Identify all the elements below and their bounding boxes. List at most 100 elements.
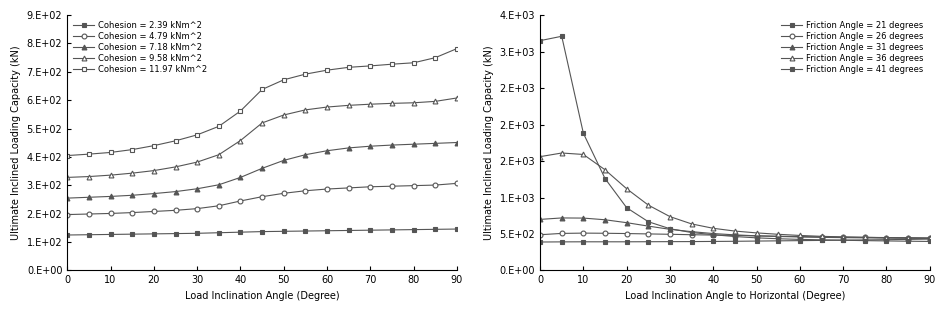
Friction Angle = 36 degrees xyxy=(643,203,654,207)
Friction Angle = 31 degrees xyxy=(578,216,589,220)
Cohesion = 11.97 kNm^2 xyxy=(170,139,181,143)
Friction Angle = 31 degrees xyxy=(902,236,914,240)
Cohesion = 2.39 kNm^2 xyxy=(278,229,290,233)
Friction Angle = 31 degrees xyxy=(729,233,741,237)
Cohesion = 7.18 kNm^2 xyxy=(300,153,312,157)
Cohesion = 2.39 kNm^2 xyxy=(170,232,181,236)
Friction Angle = 41 degrees xyxy=(729,235,741,238)
Cohesion = 2.39 kNm^2 xyxy=(257,230,268,233)
Cohesion = 4.79 kNm^2 xyxy=(430,183,441,187)
Friction Angle = 36 degrees xyxy=(686,222,697,226)
Friction Angle = 26 degrees xyxy=(643,232,654,236)
Line: Cohesion = 2.39 kNm^2: Cohesion = 2.39 kNm^2 xyxy=(64,227,459,237)
Line: Cohesion = 9.58 kNm^2: Cohesion = 9.58 kNm^2 xyxy=(64,95,459,180)
Friction Angle = 26 degrees xyxy=(534,233,545,236)
Friction Angle = 21 degrees xyxy=(837,238,849,242)
Cohesion = 2.39 kNm^2 xyxy=(386,228,398,232)
Cohesion = 11.97 kNm^2 xyxy=(408,61,420,65)
Friction Angle = 31 degrees xyxy=(859,236,870,240)
Friction Angle = 36 degrees xyxy=(924,236,936,240)
Friction Angle = 41 degrees xyxy=(859,239,870,242)
Friction Angle = 21 degrees xyxy=(729,239,741,243)
Cohesion = 2.39 kNm^2 xyxy=(105,232,116,236)
Cohesion = 2.39 kNm^2 xyxy=(343,229,354,232)
Cohesion = 4.79 kNm^2 xyxy=(452,182,463,185)
Friction Angle = 26 degrees xyxy=(815,235,827,239)
Friction Angle = 36 degrees xyxy=(751,231,762,235)
Friction Angle = 41 degrees xyxy=(556,34,567,38)
Cohesion = 2.39 kNm^2 xyxy=(235,230,246,234)
Cohesion = 4.79 kNm^2 xyxy=(300,189,312,193)
Friction Angle = 41 degrees xyxy=(815,238,827,242)
Friction Angle = 21 degrees xyxy=(881,238,892,241)
Cohesion = 4.79 kNm^2 xyxy=(62,213,73,217)
Y-axis label: Ultimate Inclined Loading Capacity (kN): Ultimate Inclined Loading Capacity (kN) xyxy=(11,46,21,240)
Cohesion = 9.58 kNm^2 xyxy=(343,104,354,107)
Friction Angle = 21 degrees xyxy=(859,238,870,242)
Friction Angle = 31 degrees xyxy=(599,218,611,222)
Cohesion = 2.39 kNm^2 xyxy=(408,228,420,232)
Friction Angle = 36 degrees xyxy=(881,236,892,240)
Cohesion = 7.18 kNm^2 xyxy=(343,146,354,150)
Friction Angle = 41 degrees xyxy=(773,237,784,241)
Friction Angle = 31 degrees xyxy=(621,221,633,225)
Cohesion = 2.39 kNm^2 xyxy=(321,229,332,233)
Cohesion = 7.18 kNm^2 xyxy=(62,196,73,200)
Line: Cohesion = 4.79 kNm^2: Cohesion = 4.79 kNm^2 xyxy=(64,181,459,217)
Cohesion = 7.18 kNm^2 xyxy=(127,193,138,197)
Friction Angle = 21 degrees xyxy=(751,239,762,243)
Friction Angle = 26 degrees xyxy=(773,234,784,238)
Cohesion = 9.58 kNm^2 xyxy=(235,139,246,142)
Friction Angle = 21 degrees xyxy=(621,240,633,244)
Cohesion = 9.58 kNm^2 xyxy=(148,169,159,173)
Cohesion = 7.18 kNm^2 xyxy=(148,192,159,195)
Cohesion = 2.39 kNm^2 xyxy=(191,232,203,235)
Cohesion = 4.79 kNm^2 xyxy=(191,207,203,211)
Cohesion = 4.79 kNm^2 xyxy=(105,212,116,215)
Friction Angle = 21 degrees xyxy=(795,239,806,242)
Cohesion = 7.18 kNm^2 xyxy=(170,190,181,193)
Cohesion = 11.97 kNm^2 xyxy=(191,133,203,137)
Line: Cohesion = 11.97 kNm^2: Cohesion = 11.97 kNm^2 xyxy=(64,46,459,158)
Cohesion = 11.97 kNm^2 xyxy=(278,78,290,82)
Friction Angle = 36 degrees xyxy=(795,234,806,237)
Friction Angle = 41 degrees xyxy=(664,227,675,231)
Cohesion = 2.39 kNm^2 xyxy=(365,228,376,232)
Cohesion = 2.39 kNm^2 xyxy=(300,229,312,233)
Friction Angle = 21 degrees xyxy=(773,239,784,243)
Cohesion = 9.58 kNm^2 xyxy=(408,101,420,105)
Friction Angle = 36 degrees xyxy=(556,151,567,155)
Friction Angle = 26 degrees xyxy=(795,235,806,238)
Cohesion = 2.39 kNm^2 xyxy=(83,233,95,236)
Cohesion = 9.58 kNm^2 xyxy=(170,165,181,169)
Friction Angle = 36 degrees xyxy=(621,187,633,191)
Friction Angle = 31 degrees xyxy=(881,236,892,240)
Friction Angle = 41 degrees xyxy=(881,239,892,243)
Friction Angle = 36 degrees xyxy=(664,215,675,218)
Friction Angle = 26 degrees xyxy=(751,234,762,238)
Friction Angle = 41 degrees xyxy=(751,236,762,240)
Friction Angle = 21 degrees xyxy=(924,237,936,241)
Cohesion = 4.79 kNm^2 xyxy=(170,208,181,212)
Friction Angle = 26 degrees xyxy=(556,232,567,235)
Cohesion = 4.79 kNm^2 xyxy=(386,184,398,188)
Cohesion = 11.97 kNm^2 xyxy=(343,66,354,69)
Cohesion = 11.97 kNm^2 xyxy=(257,88,268,91)
Cohesion = 11.97 kNm^2 xyxy=(386,62,398,66)
Cohesion = 2.39 kNm^2 xyxy=(127,232,138,236)
Cohesion = 7.18 kNm^2 xyxy=(235,176,246,179)
Cohesion = 4.79 kNm^2 xyxy=(365,185,376,189)
Friction Angle = 36 degrees xyxy=(578,153,589,156)
Cohesion = 7.18 kNm^2 xyxy=(213,183,224,187)
Friction Angle = 36 degrees xyxy=(815,234,827,238)
Cohesion = 7.18 kNm^2 xyxy=(430,141,441,145)
Cohesion = 4.79 kNm^2 xyxy=(257,195,268,198)
Cohesion = 9.58 kNm^2 xyxy=(191,160,203,164)
Cohesion = 2.39 kNm^2 xyxy=(148,232,159,236)
Cohesion = 4.79 kNm^2 xyxy=(83,212,95,216)
Friction Angle = 21 degrees xyxy=(534,240,545,244)
Friction Angle = 26 degrees xyxy=(578,231,589,235)
Friction Angle = 36 degrees xyxy=(599,168,611,172)
Cohesion = 11.97 kNm^2 xyxy=(430,56,441,60)
X-axis label: Load Inclination Angle to Horizontal (Degree): Load Inclination Angle to Horizontal (De… xyxy=(625,291,845,301)
